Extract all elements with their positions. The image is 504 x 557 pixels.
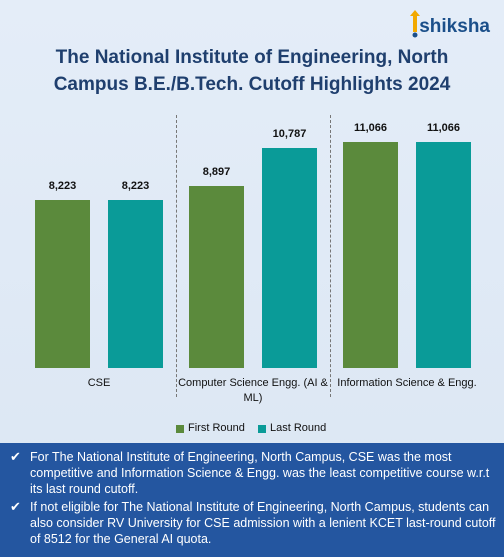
- bar: [108, 200, 163, 368]
- data-label: 8,897: [202, 166, 231, 179]
- bar: [343, 142, 398, 368]
- bar: [416, 142, 471, 368]
- legend-label: First Round: [188, 422, 245, 434]
- data-label: 10,787: [272, 127, 307, 140]
- bar: [262, 147, 317, 368]
- legend-swatch: [176, 425, 184, 433]
- logo: shiksha: [419, 16, 490, 37]
- group-separator: [176, 115, 177, 397]
- notes-box: ✔ For The National Institute of Engineeri…: [0, 443, 504, 557]
- legend-label: Last Round: [270, 422, 327, 434]
- check-icon: ✔: [10, 449, 21, 464]
- data-label: 8,223: [121, 180, 150, 193]
- x-tick-label: CSE: [87, 377, 111, 389]
- legend-swatch: [258, 425, 266, 433]
- bar: [35, 200, 90, 368]
- chart-title: The National Institute of Engineering, N…: [53, 47, 451, 95]
- check-icon: ✔: [10, 499, 21, 514]
- bar: [189, 186, 244, 368]
- note: For The National Institute of Engineerin…: [30, 450, 490, 496]
- x-tick-label: Information Science & Engg.: [337, 377, 477, 389]
- note: If not eligible for The National Institu…: [30, 500, 496, 546]
- group-separator: [330, 115, 331, 397]
- x-tick-label: Computer Science Engg. (AI & ML): [178, 377, 328, 404]
- data-label: 11,066: [426, 122, 461, 134]
- logo-icon: [410, 10, 420, 38]
- data-label: 8,223: [48, 180, 77, 193]
- data-label: 11,066: [353, 122, 388, 134]
